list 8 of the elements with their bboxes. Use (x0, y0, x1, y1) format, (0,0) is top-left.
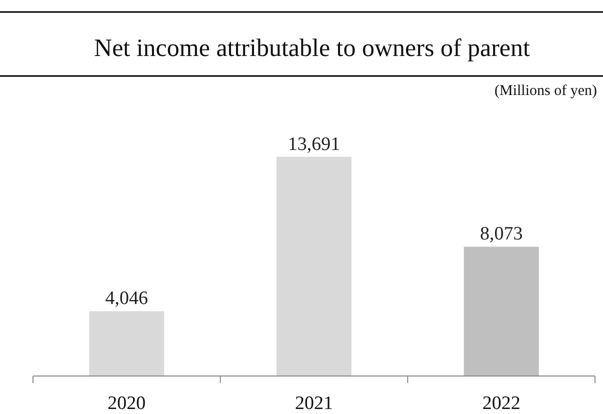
x-tick-label: 2022 (482, 393, 520, 414)
data-label: 13,691 (288, 134, 340, 155)
chart-title: Net income attributable to owners of parent (94, 35, 530, 62)
x-tick-label: 2021 (295, 393, 333, 414)
chart-subtitle: (Millions of yen) (494, 83, 597, 99)
data-label: 4,046 (105, 288, 148, 310)
data-label: 8,073 (480, 224, 523, 245)
x-tick-label: 2020 (108, 393, 146, 414)
